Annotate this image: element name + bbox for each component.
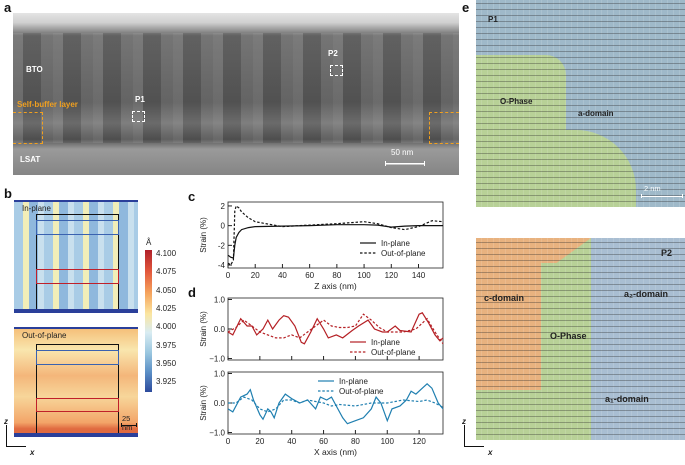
- x-tick-label: 80: [332, 271, 341, 280]
- scale-bar: [385, 161, 425, 166]
- series-line-in-plane: [227, 312, 444, 345]
- y-tick-label: 2: [221, 202, 226, 211]
- y-tick-label: 1.0: [214, 295, 226, 304]
- legend-label: Out-of-plane: [371, 348, 416, 357]
- x-tick-label: 60: [319, 437, 328, 446]
- panel-a-label: a: [4, 0, 12, 15]
- scale-label: 50 nm: [391, 148, 414, 157]
- y-axis-label: Strain (%): [199, 311, 208, 347]
- legend-label: Out-of-plane: [339, 387, 384, 396]
- b-axis-arrows: [6, 425, 26, 447]
- tem-image: BTO Self-buffer layer LSAT P1 P2 50 nm: [13, 13, 459, 175]
- p1-label: P1: [135, 95, 145, 104]
- e-o-phase-label-2: O-Phase: [550, 331, 587, 341]
- e-p2-label: P2: [661, 248, 673, 258]
- b-scale-bar: [121, 423, 137, 427]
- series-line-out-of-plane: [228, 396, 444, 413]
- colorbar-unit: Å: [146, 238, 152, 247]
- panel-e-label: e: [462, 0, 470, 15]
- b-scale-label: 25 nm: [122, 414, 133, 432]
- p1-box: [132, 111, 145, 122]
- x-tick-label: 40: [287, 437, 296, 446]
- in-plane-map: In-plane: [14, 200, 138, 313]
- x-tick-label: 80: [351, 437, 360, 446]
- e-scale-bar: [641, 194, 683, 198]
- strain-plots: 0 20 40 60 80 100 120 140 -4 -2 0 2 Strain (%) Z axis…: [199, 201, 444, 457]
- y-tick-label: −1.0: [209, 429, 225, 438]
- x-tick-label: 0: [226, 437, 231, 446]
- x-axis-label: X axis (nm): [314, 447, 357, 457]
- x-axis-label: Z axis (nm): [314, 281, 357, 291]
- e-a2-domain-label: a₂-domain: [624, 289, 669, 299]
- colorbar-tick: 4.050: [156, 285, 177, 295]
- legend-label: In-plane: [371, 338, 400, 347]
- y-tick-label: 0.0: [214, 399, 226, 408]
- series-line-in-plane: [227, 224, 443, 259]
- e-c-domain-label: c-domain: [484, 293, 525, 303]
- b-axis-z: z: [4, 417, 8, 426]
- y-tick-label: -2: [218, 241, 226, 250]
- colorbar-tick: 4.000: [156, 322, 177, 332]
- e-axis-arrows: [464, 425, 484, 447]
- y-axis-label: Strain (%): [199, 217, 208, 253]
- colorbar-tick: 4.100: [156, 249, 177, 258]
- p2-vector-map: P2 c-domain a₂-domain O-Phase a₁-domain: [476, 238, 685, 440]
- e-scale-label: 2 nm: [644, 184, 661, 193]
- b-axis-x: x: [30, 448, 35, 457]
- legend-label: Out-of-plane: [381, 249, 426, 258]
- legend-label: In-plane: [339, 377, 368, 386]
- x-tick-label: 40: [278, 271, 287, 280]
- in-plane-label: In-plane: [22, 204, 51, 213]
- colorbar-tick: 4.025: [156, 303, 177, 313]
- e-p1-label: P1: [488, 15, 498, 24]
- series-line-out-of-plane: [227, 204, 444, 266]
- x-tick-label: 20: [255, 437, 264, 446]
- e-a1-domain-label: a₁-domain: [605, 394, 649, 404]
- plot-frame: [227, 201, 444, 269]
- y-tick-label: -4: [218, 261, 226, 270]
- panel-b-label: b: [4, 186, 12, 201]
- series-line-in-plane: [227, 382, 444, 425]
- buffer-marker-left: [13, 112, 43, 144]
- e-axis-x: x: [488, 448, 493, 457]
- e-o-phase-label-1: O-Phase: [500, 97, 533, 106]
- legend-label: In-plane: [381, 239, 410, 248]
- out-of-plane-label: Out-of-plane: [22, 331, 67, 340]
- out-of-plane-map: Out-of-plane 25 nm: [14, 327, 138, 437]
- x-tick-label: 100: [357, 271, 371, 280]
- x-tick-label: 140: [412, 271, 426, 280]
- y-tick-label: −1.0: [209, 355, 225, 364]
- y-tick-label: 1.0: [214, 369, 226, 378]
- self-buffer-label: Self-buffer layer: [17, 100, 78, 109]
- colorbar: [145, 250, 152, 392]
- colorbar-tick: 4.075: [156, 267, 177, 277]
- x-tick-label: 120: [385, 271, 399, 280]
- x-tick-label: 120: [412, 437, 426, 446]
- plot-frame: [227, 371, 444, 435]
- e-a-domain-label: a-domain: [578, 109, 614, 118]
- x-tick-label: 0: [226, 271, 231, 280]
- e-axis-z: z: [462, 417, 466, 426]
- y-axis-label: Strain (%): [199, 385, 208, 421]
- lsat-label: LSAT: [20, 155, 41, 164]
- p1-vector-map: P1 O-Phase a-domain 2 nm: [476, 0, 685, 207]
- x-tick-label: 100: [381, 437, 395, 446]
- colorbar-tick: 3.950: [156, 358, 177, 368]
- series-line-out-of-plane: [227, 313, 444, 345]
- y-tick-label: 0.0: [214, 325, 226, 334]
- panel-d-label: d: [188, 285, 196, 300]
- buffer-marker-right: [429, 112, 459, 144]
- x-tick-label: 60: [305, 271, 314, 280]
- panel-c-label: c: [188, 189, 196, 204]
- x-tick-label: 20: [251, 271, 260, 280]
- p2-label: P2: [328, 49, 338, 58]
- y-tick-label: 0: [221, 222, 226, 231]
- colorbar-tick: 3.925: [156, 377, 177, 387]
- p2-box: [330, 65, 343, 76]
- bto-label: BTO: [26, 65, 43, 74]
- colorbar-tick: 3.975: [156, 340, 177, 350]
